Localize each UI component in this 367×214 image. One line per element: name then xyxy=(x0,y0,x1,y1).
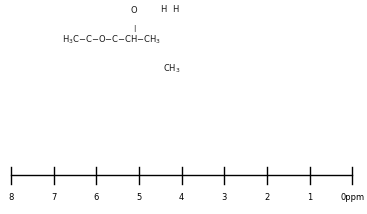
Text: 5: 5 xyxy=(137,193,142,202)
Text: |: | xyxy=(133,25,135,32)
Text: H: H xyxy=(160,5,167,14)
Text: 7: 7 xyxy=(51,193,57,202)
Text: 4: 4 xyxy=(179,193,184,202)
Text: CH$_3$: CH$_3$ xyxy=(163,62,181,75)
Text: 1: 1 xyxy=(307,193,312,202)
Text: H$_3$C$-$C$-$O$-$C$-$CH$-$CH$_3$: H$_3$C$-$C$-$O$-$C$-$CH$-$CH$_3$ xyxy=(62,33,162,46)
Text: 2: 2 xyxy=(264,193,270,202)
Text: 8: 8 xyxy=(8,193,14,202)
Text: 6: 6 xyxy=(94,193,99,202)
Text: 3: 3 xyxy=(222,193,227,202)
Text: 0ppm: 0ppm xyxy=(340,193,364,202)
Text: O: O xyxy=(131,6,137,15)
Text: H: H xyxy=(172,5,178,14)
